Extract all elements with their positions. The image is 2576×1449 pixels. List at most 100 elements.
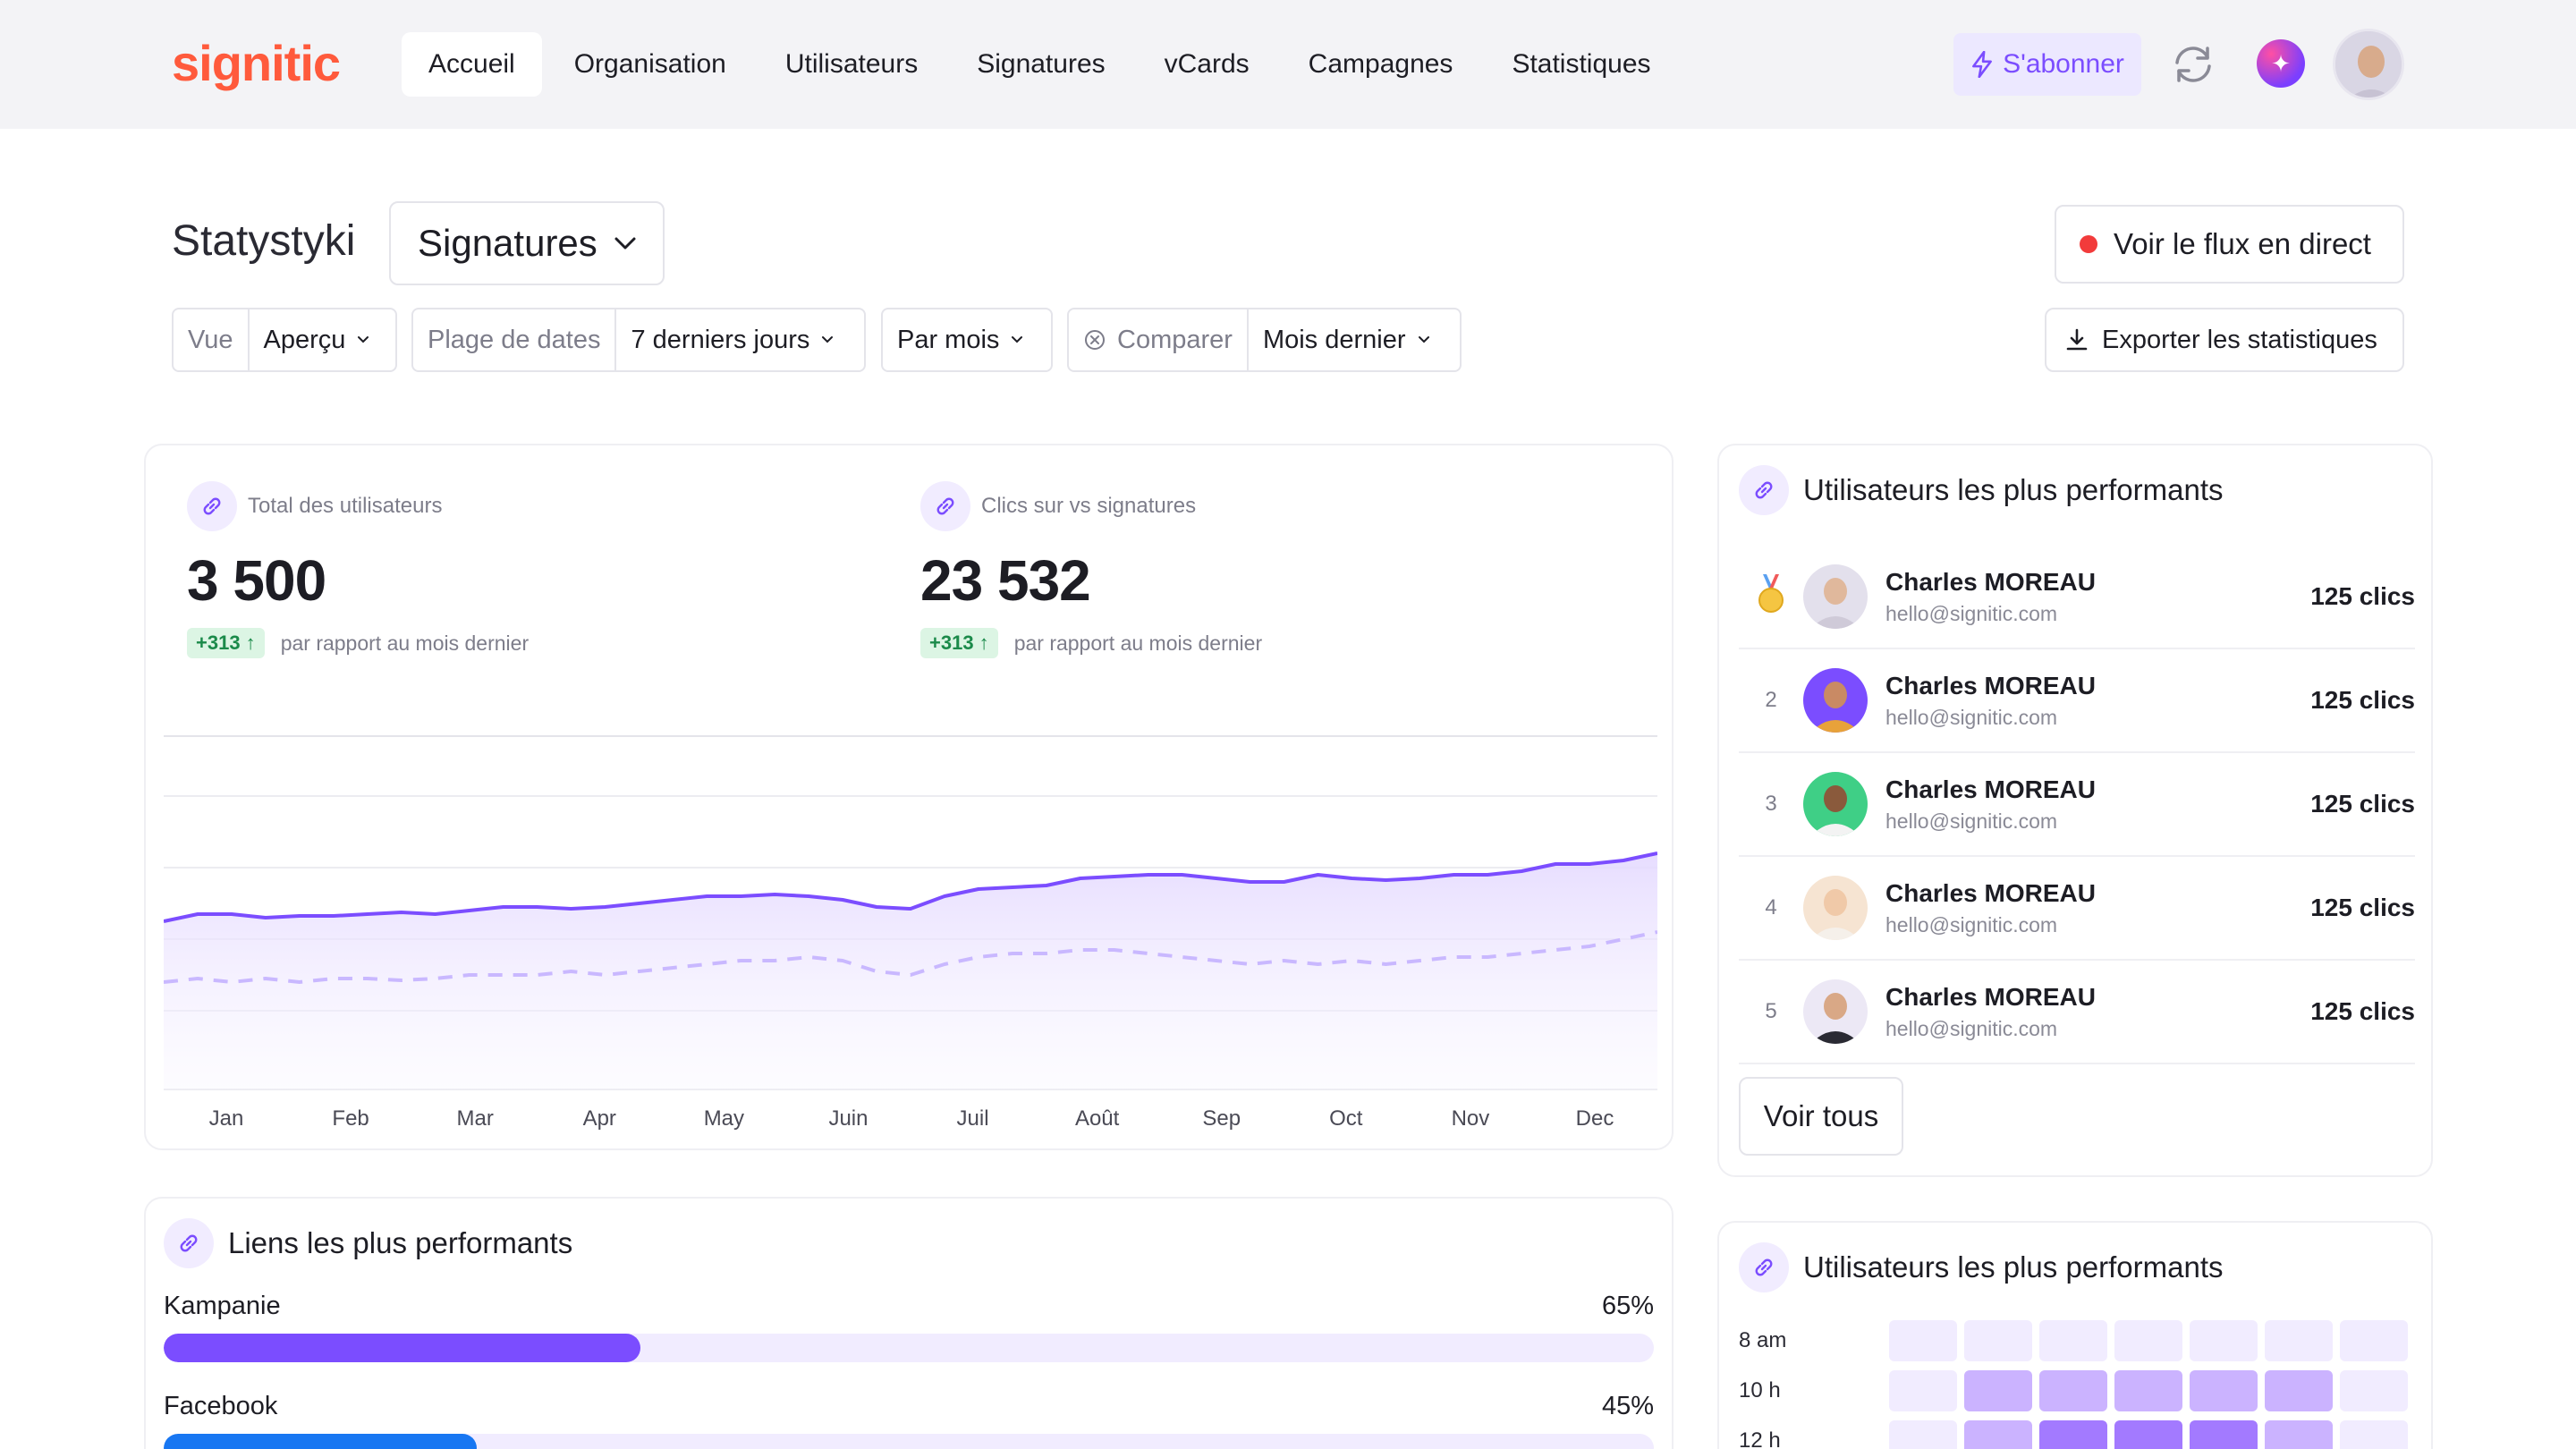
nav-item-utilisateurs[interactable]: Utilisateurs: [784, 49, 919, 79]
heatmap-cell[interactable]: [2039, 1320, 2107, 1361]
top-links-card: Liens les plus performants Kampanie 65% …: [144, 1197, 1674, 1449]
progress-fill: [164, 1434, 477, 1449]
x-tick-label: May: [704, 1106, 744, 1131]
series-line-current[interactable]: [164, 852, 1657, 923]
top-users-list: Charles MOREAU hello@signitic.com 125 cl…: [1739, 546, 2415, 1064]
compare-select[interactable]: Mois dernier: [1246, 309, 1445, 370]
nav-item-organisation[interactable]: Organisation: [573, 49, 726, 79]
nav-item-campagnes[interactable]: Campagnes: [1308, 49, 1453, 79]
x-tick-label: Nov: [1452, 1106, 1490, 1131]
heatmap-cell[interactable]: [2114, 1370, 2182, 1411]
progress-fill: [164, 1334, 641, 1362]
live-dot-icon: [2080, 235, 2097, 253]
top-user-row[interactable]: 2 Charles MOREAU hello@signitic.com 125 …: [1739, 649, 2415, 753]
chevron-down-icon: [822, 336, 834, 343]
heatmap-cell[interactable]: [2114, 1320, 2182, 1361]
signitic-logo[interactable]: signitic: [172, 35, 341, 91]
period-select[interactable]: Par mois: [883, 309, 1038, 370]
heatmap-cell[interactable]: [2039, 1370, 2107, 1411]
heatmap-cell[interactable]: [2190, 1370, 2258, 1411]
x-tick-label: Apr: [583, 1106, 616, 1131]
x-tick-label: Juil: [957, 1106, 989, 1131]
link-percent: 45%: [1601, 1392, 1654, 1420]
export-stats-label: Exporter les statistiques: [2102, 325, 2377, 354]
heatmap-cell[interactable]: [2265, 1370, 2333, 1411]
series-line-previous[interactable]: [164, 930, 1657, 984]
compare-toggle[interactable]: Comparer: [1069, 309, 1247, 370]
period-filter[interactable]: Par mois: [881, 308, 1053, 372]
delta-badge: +313 ↑: [187, 628, 265, 658]
nav-item-signatures[interactable]: Signatures: [977, 49, 1106, 79]
heatmap-cell[interactable]: [2340, 1370, 2408, 1411]
heatmap-cell[interactable]: [2114, 1420, 2182, 1449]
x-tick-label: Mar: [457, 1106, 494, 1131]
user-name: Charles MOREAU: [1885, 775, 2096, 803]
view-filter: Vue Aperçu: [172, 308, 397, 372]
user-name: Charles MOREAU: [1885, 671, 2096, 699]
user-clicks: 125 clics: [2310, 790, 2415, 818]
series-area-fill: [164, 853, 1657, 1089]
heatmap-cell[interactable]: [2039, 1420, 2107, 1449]
x-tick-label: Dec: [1576, 1106, 1614, 1131]
heatmap-cell[interactable]: [2265, 1420, 2333, 1449]
user-clicks: 125 clics: [2310, 894, 2415, 921]
heatmap-cell[interactable]: [2190, 1420, 2258, 1449]
ai-sparkle-button[interactable]: ✦: [2257, 39, 2305, 88]
progress-track: [164, 1334, 1654, 1362]
top-user-row[interactable]: 4 Charles MOREAU hello@signitic.com 125 …: [1739, 857, 2415, 961]
heatmap-cell[interactable]: [1889, 1420, 1957, 1449]
date-range-filter: Plage de dates 7 derniers jours: [411, 308, 866, 372]
live-feed-label: Voir le flux en direct: [2114, 227, 2371, 260]
export-stats-button[interactable]: Exporter les statistiques: [2045, 308, 2404, 372]
rank-number: 2: [1765, 688, 1777, 712]
heatmap-cell[interactable]: [1889, 1320, 1957, 1361]
user-email: hello@signitic.com: [1885, 601, 2058, 625]
stat-label: Total des utilisateurs: [248, 494, 443, 518]
heatmap-grid: 8 am 10 h 12 h: [1739, 1316, 2415, 1449]
x-tick-label: Août: [1075, 1106, 1120, 1131]
compare-value: Mois dernier: [1262, 325, 1406, 354]
sync-icon[interactable]: [2168, 39, 2218, 89]
stat-signature-clicks: Clics sur vs signatures 23 532 +313 ↑ pa…: [920, 481, 1262, 658]
heatmap-row: 12 h: [1739, 1416, 2415, 1449]
heatmap-cell[interactable]: [1964, 1420, 2032, 1449]
top-user-row[interactable]: Charles MOREAU hello@signitic.com 125 cl…: [1739, 546, 2415, 649]
nav-item-statistiques[interactable]: Statistiques: [1512, 49, 1651, 79]
statistics-type-select[interactable]: Signatures: [389, 201, 665, 285]
user-name: Charles MOREAU: [1885, 567, 2096, 596]
link-icon: [1739, 465, 1789, 515]
x-tick-label: Feb: [332, 1106, 369, 1131]
delta-note: par rapport au mois dernier: [1013, 631, 1263, 655]
view-filter-select[interactable]: Aperçu: [247, 309, 386, 370]
nav-item-accueil[interactable]: Accueil: [402, 32, 542, 97]
chevron-down-icon: [1418, 336, 1429, 343]
user-avatar[interactable]: [2333, 29, 2404, 100]
heatmap-cell[interactable]: [2340, 1320, 2408, 1361]
stat-total-users: Total des utilisateurs 3 500 +313 ↑ par …: [187, 481, 529, 658]
nav-item-vcards[interactable]: vCards: [1164, 49, 1250, 79]
heatmap-cell[interactable]: [2265, 1320, 2333, 1361]
activity-heatmap-card: Utilisateurs les plus performants 8 am 10…: [1717, 1221, 2433, 1449]
live-feed-button[interactable]: Voir le flux en direct: [2055, 205, 2404, 284]
user-email: hello@signitic.com: [1885, 912, 2058, 936]
heatmap-cell[interactable]: [1964, 1370, 2032, 1411]
user-email: hello@signitic.com: [1885, 705, 2058, 729]
link-bar-row: Kampanie 65%: [164, 1292, 1654, 1362]
heatmap-cell[interactable]: [2340, 1420, 2408, 1449]
top-user-row[interactable]: 3 Charles MOREAU hello@signitic.com 125 …: [1739, 753, 2415, 857]
heatmap-row: 10 h: [1739, 1366, 2415, 1416]
subscribe-button[interactable]: S'abonner: [1953, 33, 2141, 96]
gold-medal-icon: [1739, 573, 1803, 620]
top-user-row[interactable]: 5 Charles MOREAU hello@signitic.com 125 …: [1739, 961, 2415, 1064]
see-all-button[interactable]: Voir tous: [1739, 1077, 1903, 1156]
top-users-card: Utilisateurs les plus performants Charle…: [1717, 444, 2433, 1177]
avatar: [1803, 564, 1868, 629]
heatmap-cell[interactable]: [1889, 1370, 1957, 1411]
date-range-select[interactable]: 7 derniers jours: [614, 309, 849, 370]
delta-note: par rapport au mois dernier: [280, 631, 530, 655]
delta-badge: +313 ↑: [920, 628, 998, 658]
heatmap-cell[interactable]: [2190, 1320, 2258, 1361]
top-links-title: Liens les plus performants: [228, 1226, 573, 1259]
heatmap-row: 8 am: [1739, 1316, 2415, 1366]
heatmap-cell[interactable]: [1964, 1320, 2032, 1361]
